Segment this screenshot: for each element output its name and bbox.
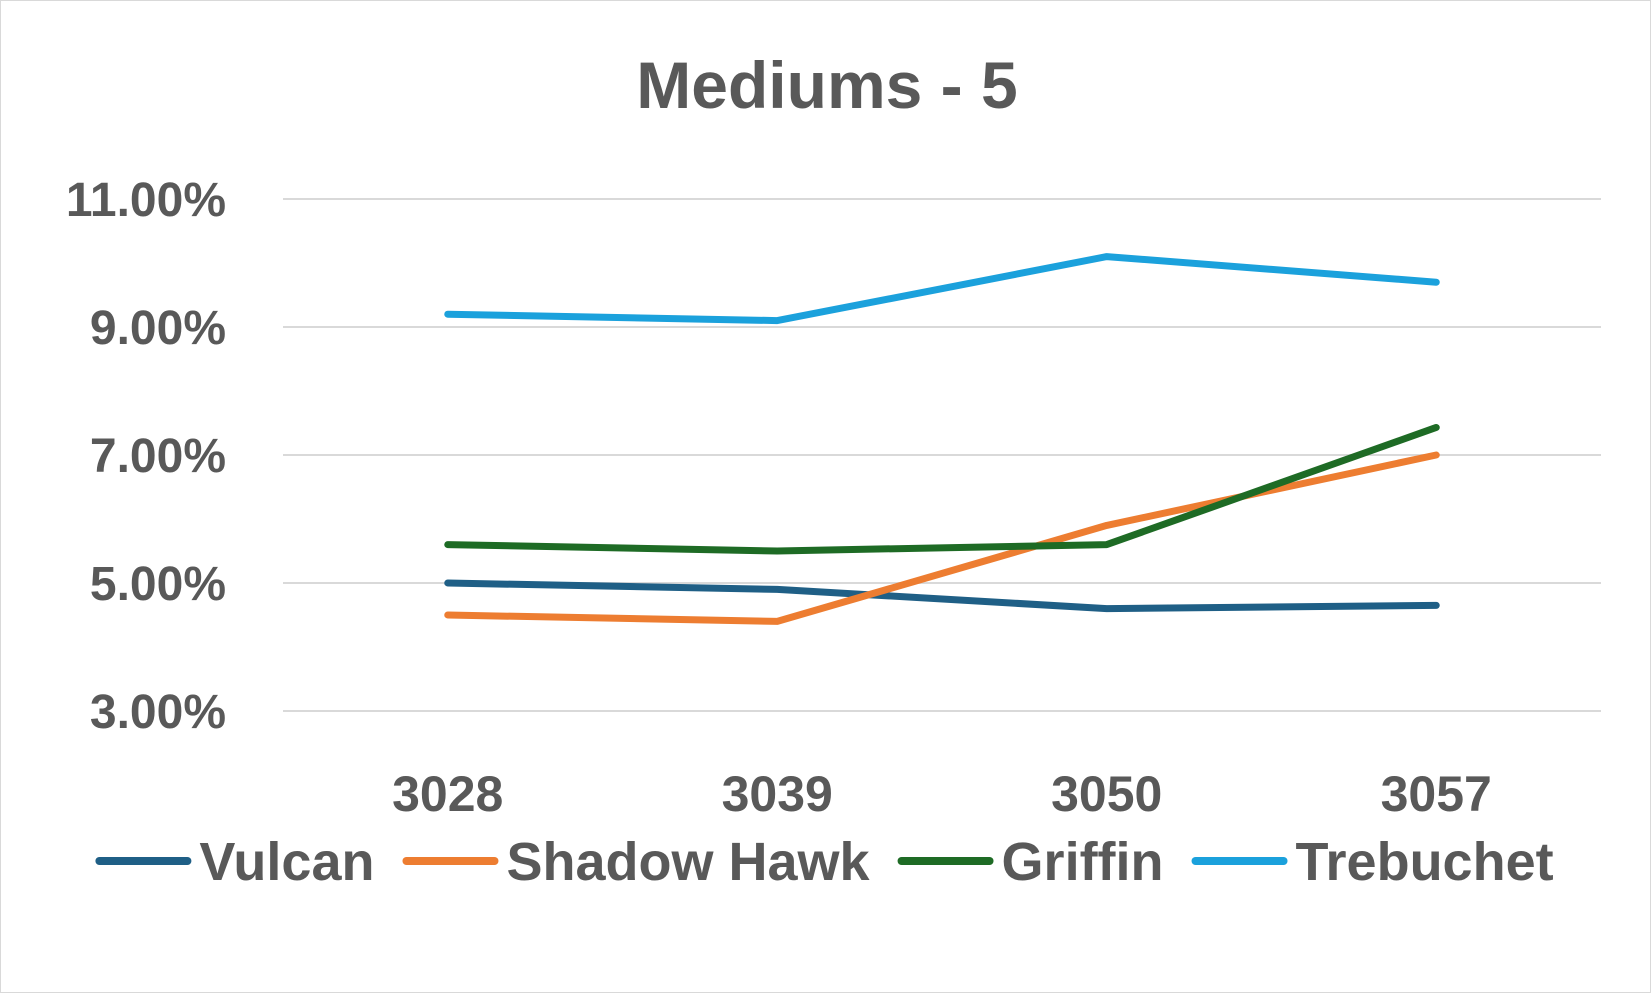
x-tick-label: 3039 (722, 766, 833, 822)
legend-item-vulcan: Vulcan (95, 832, 374, 892)
y-tick-label: 5.00% (90, 558, 226, 611)
legend-label: Shadow Hawk (506, 832, 870, 892)
series-line-shadow-hawk (444, 451, 1440, 625)
x-axis-ticks: 3028 3039 3050 3057 (392, 766, 1492, 822)
legend-item-griffin: Griffin (897, 832, 1164, 892)
legend: Vulcan Shadow Hawk Griffin Trebuchet (95, 832, 1554, 892)
legend-label: Griffin (1002, 832, 1164, 892)
x-tick-label: 3028 (392, 766, 503, 822)
chart-title: Mediums - 5 (636, 48, 1017, 122)
y-tick-label: 9.00% (90, 302, 226, 355)
series-lines (444, 253, 1440, 625)
y-axis-ticks: 3.00% 5.00% 7.00% 9.00% 11.00% (66, 174, 226, 739)
x-tick-label: 3057 (1381, 766, 1492, 822)
y-tick-label: 7.00% (90, 430, 226, 483)
gridlines (283, 198, 1601, 712)
series-line-trebuchet (444, 253, 1440, 325)
legend-label: Trebuchet (1296, 832, 1554, 892)
legend-label: Vulcan (199, 832, 374, 892)
legend-item-trebuchet: Trebuchet (1191, 832, 1554, 892)
legend-item-shadow-hawk: Shadow Hawk (402, 832, 871, 892)
series-line-vulcan (444, 579, 1440, 613)
y-tick-label: 3.00% (90, 686, 226, 739)
y-tick-label: 11.00% (66, 174, 226, 227)
x-tick-label: 3050 (1051, 766, 1162, 822)
series-line-griffin (444, 423, 1440, 555)
